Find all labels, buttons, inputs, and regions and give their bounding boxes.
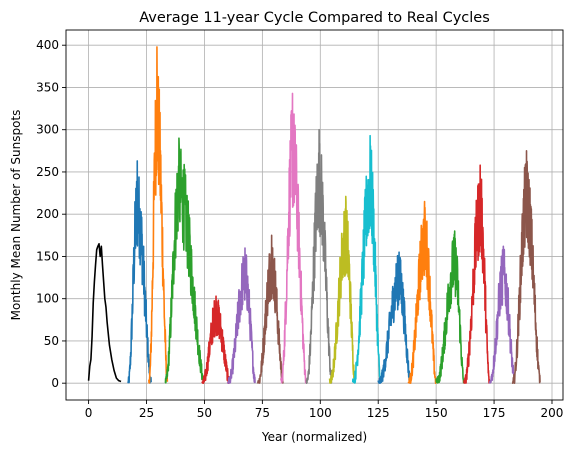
plot-frame: [65, 29, 564, 401]
y-tick-label: 100: [36, 292, 59, 306]
series-line-15: [488, 245, 516, 384]
axis-ticks: 0 25 50 75 100 125 150 175 200 0 50 100 150 200 250 300…: [36, 38, 563, 420]
x-tick-label: 200: [541, 406, 564, 420]
series-lines: [87, 46, 541, 384]
y-tick-label: 50: [44, 334, 59, 348]
series-line-14: [463, 164, 491, 384]
series-line-3: [164, 137, 206, 384]
x-tick-label: 100: [309, 406, 332, 420]
y-tick-label: 400: [36, 38, 59, 52]
y-tick-label: 150: [36, 249, 59, 263]
x-tick-label: 75: [255, 406, 270, 420]
series-line-10: [351, 134, 382, 384]
x-tick-label: 25: [139, 406, 154, 420]
series-line-0: [87, 242, 122, 383]
series-line-4: [201, 295, 231, 384]
series-line-13: [435, 230, 465, 384]
series-line-16: [511, 150, 541, 384]
y-tick-label: 0: [51, 376, 59, 390]
series-line-8: [305, 128, 333, 384]
series-line-12: [407, 200, 437, 384]
series-line-9: [328, 195, 356, 384]
x-tick-label: 0: [85, 406, 93, 420]
series-line-6: [256, 234, 284, 384]
x-tick-label: 50: [197, 406, 212, 420]
y-tick-label: 350: [36, 80, 59, 94]
x-tick-label: 125: [367, 406, 390, 420]
chart-title: Average 11-year Cycle Compared to Real C…: [139, 10, 490, 26]
y-tick-label: 300: [36, 123, 59, 137]
series-line-11: [377, 251, 412, 384]
series-line-5: [226, 247, 257, 384]
y-axis-label: Monthly Mean Number of Sunspots: [9, 110, 23, 321]
series-line-2: [148, 46, 169, 384]
series-line-7: [280, 92, 308, 384]
x-tick-label: 175: [483, 406, 506, 420]
y-tick-label: 200: [36, 207, 59, 221]
series-line-1: [127, 160, 152, 384]
x-axis-label: Year (normalized): [261, 430, 367, 444]
y-tick-label: 250: [36, 165, 59, 179]
x-tick-label: 150: [425, 406, 448, 420]
